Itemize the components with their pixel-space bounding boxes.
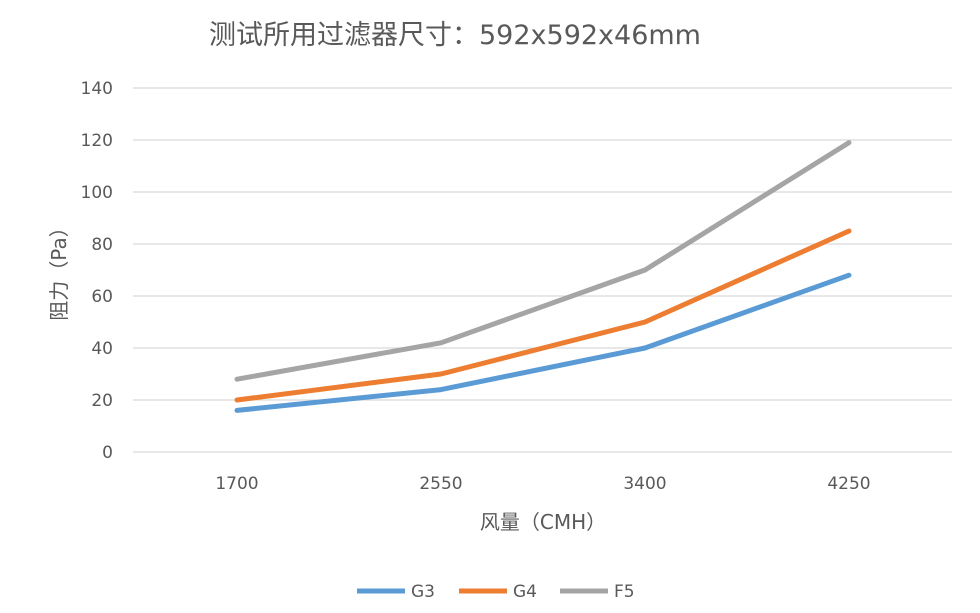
series-line-f5	[234, 140, 852, 382]
chart-title: 测试所用过滤器尺寸：592x592x46mm	[209, 20, 701, 51]
y-axis-ticks: 0 20 40 60 80 100 120 140	[81, 79, 113, 463]
series-line-g3	[234, 272, 852, 413]
y-tick-label: 140	[81, 79, 113, 99]
x-tick-label: 1700	[215, 474, 258, 494]
y-tick-label: 60	[91, 287, 113, 307]
x-axis-label: 风量（CMH）	[480, 510, 606, 534]
x-tick-label: 2550	[419, 474, 462, 494]
series-line-g4	[234, 228, 852, 403]
series-lines	[234, 140, 852, 413]
legend-label-g3: G3	[411, 582, 435, 602]
x-axis-ticks: 1700 2550 3400 4250	[215, 474, 870, 494]
legend-label-g4: G4	[513, 582, 537, 602]
y-tick-label: 0	[102, 443, 113, 463]
x-tick-label: 4250	[827, 474, 870, 494]
legend: G3 G4 F5	[357, 582, 635, 602]
y-tick-label: 120	[81, 131, 113, 151]
y-tick-label: 40	[91, 339, 113, 359]
y-tick-label: 100	[81, 183, 113, 203]
legend-label-f5: F5	[614, 582, 635, 602]
y-axis-label: 阻力（Pa）	[47, 217, 71, 320]
y-tick-label: 20	[91, 391, 113, 411]
x-tick-label: 3400	[623, 474, 666, 494]
y-tick-label: 80	[91, 235, 113, 255]
